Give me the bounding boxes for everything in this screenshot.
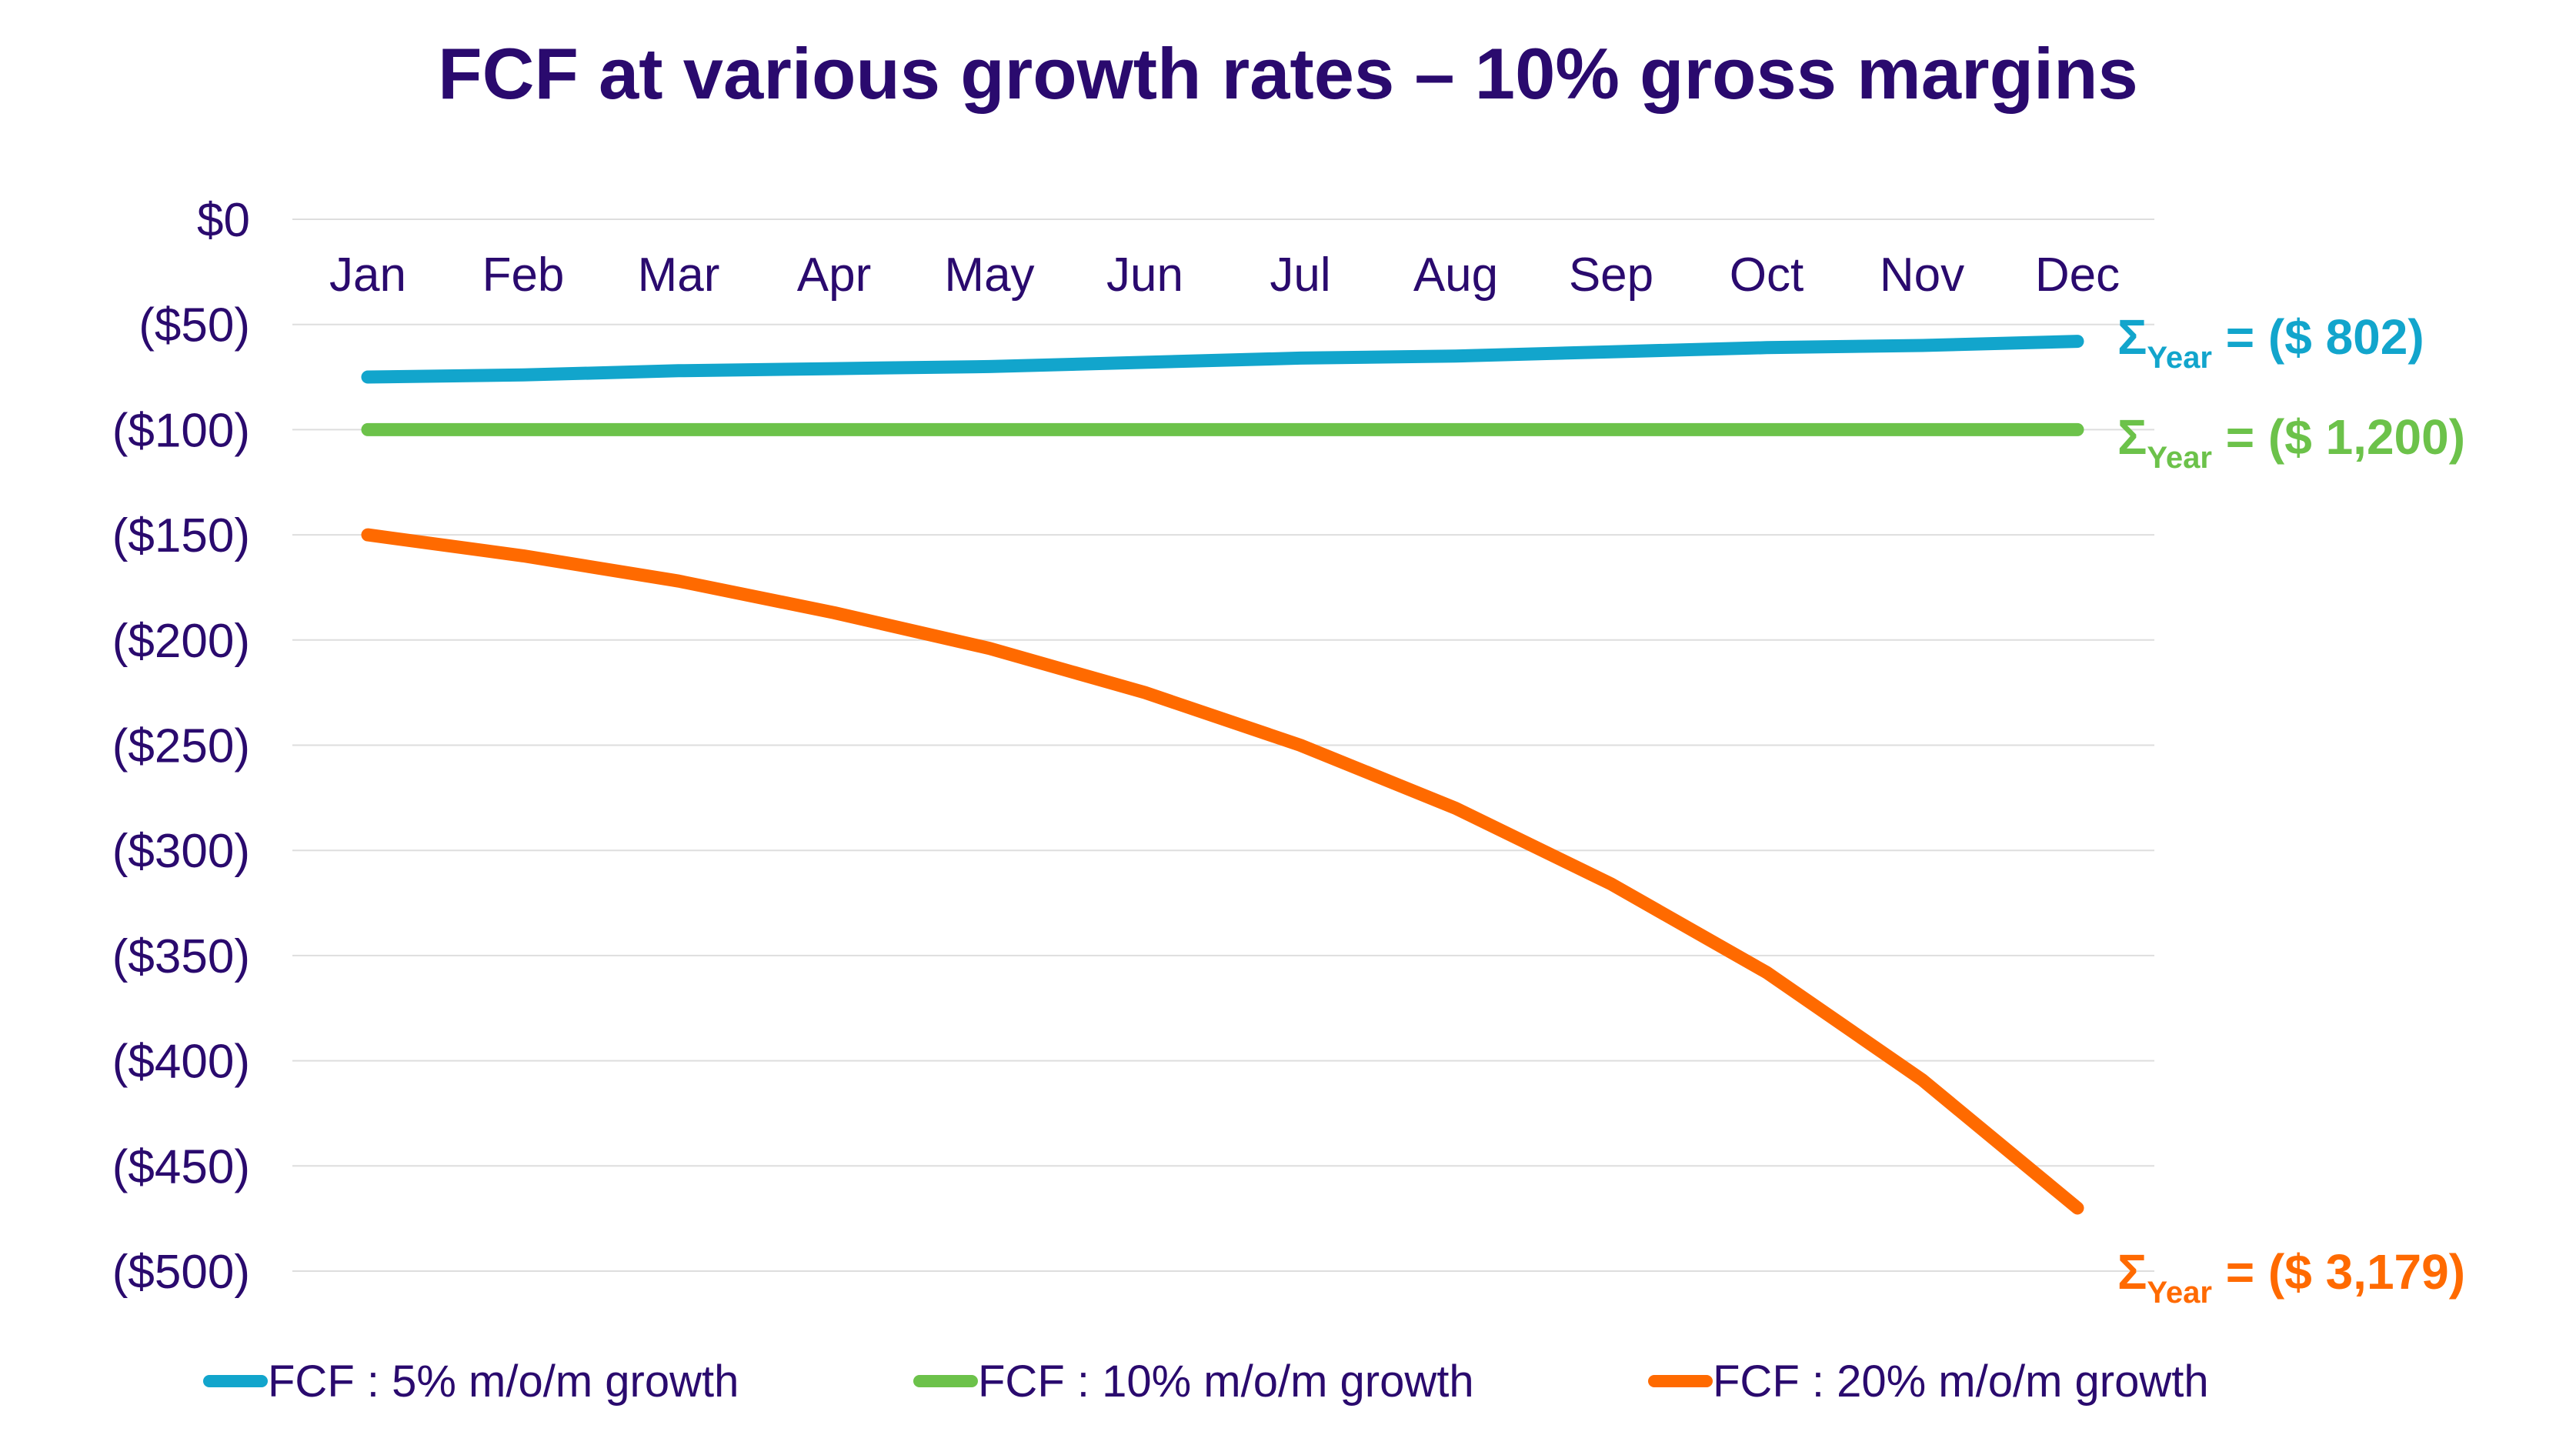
series-line-3 bbox=[361, 528, 2084, 1215]
series-total-annotation: ΣYear = ($ 1,200) bbox=[2117, 409, 2465, 475]
legend-label: FCF : 5% m/o/m growth bbox=[268, 1357, 739, 1407]
x-tick-label: Mar bbox=[638, 249, 720, 302]
x-tick-label: Apr bbox=[797, 249, 871, 302]
series-total-annotation: ΣYear = ($ 802) bbox=[2117, 309, 2424, 375]
series-annotations: ΣYear = ($ 802) ΣYear = ($ 1,200) ΣYear = … bbox=[2117, 309, 2465, 1310]
series-total-annotation: ΣYear = ($ 3,179) bbox=[2117, 1244, 2465, 1310]
legend-item: FCF : 10% m/o/m growth bbox=[913, 1357, 1474, 1407]
legend-item: FCF : 20% m/o/m growth bbox=[1648, 1357, 2209, 1407]
x-tick-label: Jun bbox=[1106, 249, 1183, 302]
y-tick-label: ($300) bbox=[112, 825, 250, 878]
y-tick-label: ($500) bbox=[112, 1246, 250, 1299]
y-tick-label: ($350) bbox=[112, 930, 250, 983]
y-tick-label: ($100) bbox=[112, 404, 250, 457]
x-tick-label: Jul bbox=[1270, 249, 1330, 302]
x-axis-ticks: Jan Feb Mar Apr May Jun Jul Aug Sep Oct Nov Dec bbox=[329, 249, 2120, 302]
y-tick-label: ($250) bbox=[112, 720, 250, 773]
legend-label: FCF : 20% m/o/m growth bbox=[1713, 1357, 2209, 1407]
series-line-1 bbox=[361, 335, 2084, 384]
y-tick-label: ($200) bbox=[112, 615, 250, 668]
y-tick-label: ($150) bbox=[112, 509, 250, 562]
x-tick-label: Jan bbox=[329, 249, 406, 302]
x-tick-label: Nov bbox=[1880, 249, 1964, 302]
y-tick-label: $0 bbox=[197, 194, 250, 247]
chart-title: FCF at various growth rates – 10% gross … bbox=[438, 33, 2138, 114]
y-tick-label: ($50) bbox=[138, 299, 250, 352]
x-tick-label: Sep bbox=[1569, 249, 1653, 302]
x-tick-label: May bbox=[944, 249, 1034, 302]
legend-label: FCF : 10% m/o/m growth bbox=[978, 1357, 1474, 1407]
x-tick-label: Dec bbox=[2035, 249, 2120, 302]
legend: FCF : 5% m/o/m growth FCF : 10% m/o/m gro… bbox=[203, 1357, 2209, 1407]
y-tick-label: ($400) bbox=[112, 1036, 250, 1089]
x-tick-label: Feb bbox=[482, 249, 565, 302]
x-tick-label: Oct bbox=[1730, 249, 1804, 302]
series-lines bbox=[361, 335, 2084, 1215]
x-tick-label: Aug bbox=[1413, 249, 1498, 302]
y-tick-label: ($450) bbox=[112, 1140, 250, 1193]
legend-item: FCF : 5% m/o/m growth bbox=[203, 1357, 739, 1407]
y-axis-ticks: $0 ($50) ($100) ($150) ($200) ($250) ($300) ($3… bbox=[112, 194, 250, 1299]
